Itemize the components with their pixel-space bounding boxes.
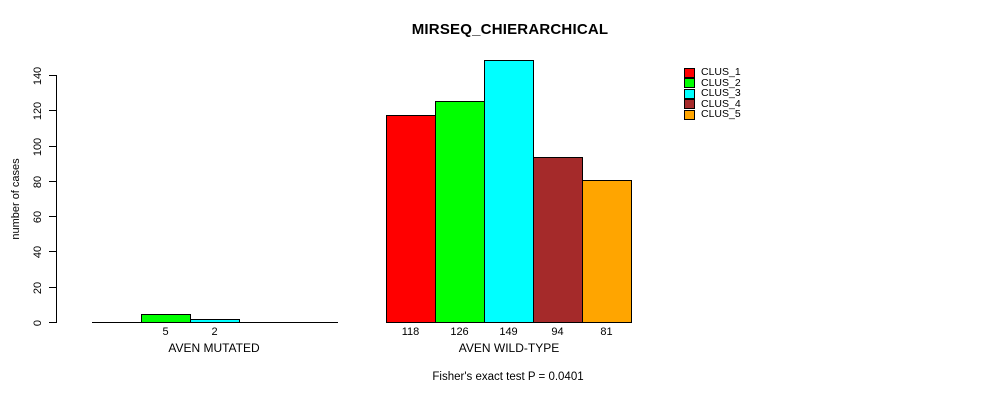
y-tick-label: 0	[32, 319, 44, 327]
x-group-label-aven-mutated: AVEN MUTATED	[168, 341, 260, 355]
y-tick-label: 40	[32, 246, 44, 259]
bar-clus-5-aven-wild-type	[582, 180, 632, 323]
y-tick	[49, 145, 57, 147]
y-tick-label: 60	[32, 211, 44, 224]
bar-clus-3-aven-mutated	[190, 319, 240, 323]
bar-clus-2-aven-mutated	[141, 314, 191, 323]
legend-item-clus-1: CLUS_1	[684, 67, 741, 78]
bar-value-label: 81	[600, 326, 613, 338]
y-tick	[49, 286, 57, 288]
legend-item-clus-4: CLUS_4	[684, 97, 741, 110]
legend-label-clus-5: CLUS_5	[701, 108, 741, 121]
legend-swatch-clus-5	[684, 109, 695, 120]
y-tick	[49, 216, 57, 218]
fisher-test-annotation: Fisher's exact test P = 0.0401	[432, 371, 584, 383]
y-tick	[49, 110, 57, 112]
bar-value-label: 2	[211, 326, 218, 338]
y-axis-label: number of cases	[10, 158, 22, 240]
legend-item-clus-2: CLUS_2	[684, 76, 741, 89]
bar-value-label: 118	[401, 326, 420, 338]
legend-label-clus-4: CLUS_4	[701, 97, 741, 110]
bar-value-label: 94	[551, 326, 564, 338]
y-tick	[49, 75, 57, 76]
legend-swatch-clus-3	[684, 88, 695, 99]
bar-clus-4-aven-wild-type	[533, 157, 583, 323]
y-tick-label: 20	[32, 281, 44, 294]
legend-swatch-clus-2	[684, 78, 695, 89]
bar-clus-1-aven-wild-type	[386, 115, 436, 323]
x-group-label-aven-wild-type: AVEN WILD-TYPE	[458, 341, 560, 355]
y-tick-label: 80	[32, 175, 44, 188]
legend-swatch-clus-4	[684, 99, 695, 110]
y-tick	[49, 251, 57, 253]
y-axis-line	[56, 75, 57, 323]
y-tick-label: 120	[32, 102, 44, 121]
bar-clus-3-aven-wild-type	[484, 60, 534, 323]
bar-clus-2-aven-wild-type	[435, 101, 485, 323]
legend-label-clus-1: CLUS_1	[701, 66, 741, 78]
y-tick-label: 140	[32, 66, 44, 86]
bar-value-label: 149	[499, 326, 518, 338]
bar-value-label: 5	[162, 326, 169, 338]
legend-item-clus-3: CLUS_3	[684, 88, 741, 99]
legend-swatch-clus-1	[684, 67, 695, 78]
y-tick-label: 100	[32, 137, 44, 156]
legend-label-clus-3: CLUS_3	[701, 87, 741, 100]
chart-title: MIRSEQ_CHIERARCHICAL	[411, 21, 609, 38]
legend-item-clus-5: CLUS_5	[684, 109, 741, 120]
y-tick	[49, 322, 57, 323]
legend-label-clus-2: CLUS_2	[701, 76, 741, 89]
bar-value-label: 126	[450, 326, 469, 338]
y-tick	[49, 180, 57, 182]
